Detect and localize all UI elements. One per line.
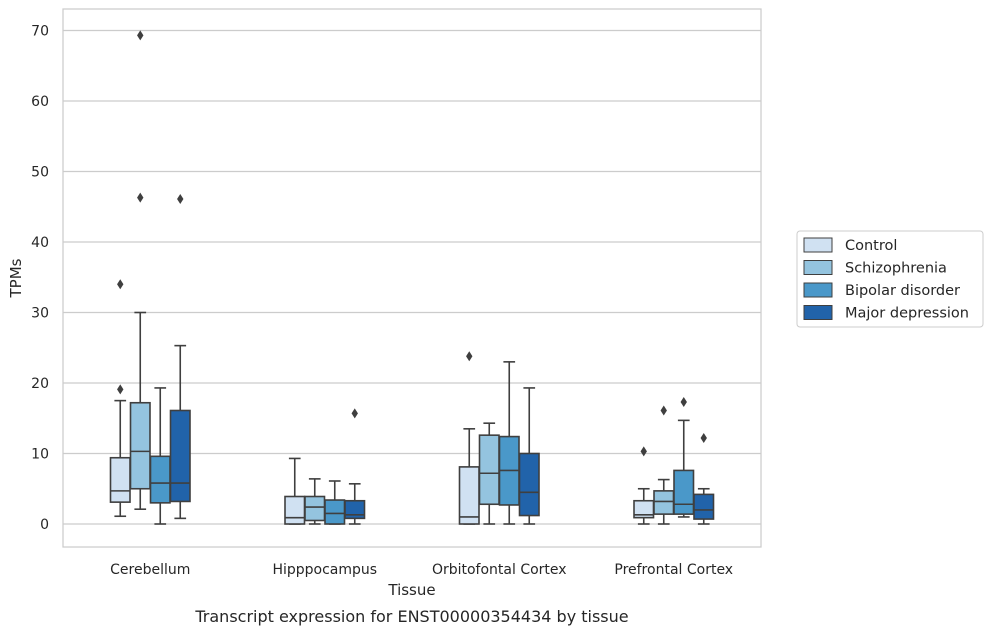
outlier-point xyxy=(117,279,124,290)
legend-label: Bipolar disorder xyxy=(845,283,960,299)
box-bipolar-disorder xyxy=(149,387,171,525)
chart-caption: Transcript expression for ENST0000035443… xyxy=(194,607,628,626)
outlier-point xyxy=(700,432,707,443)
outlier-point xyxy=(680,397,687,408)
box-iqr xyxy=(693,493,715,520)
legend-swatch xyxy=(803,305,833,320)
box-iqr xyxy=(458,466,480,525)
box-schizophrenia xyxy=(129,30,151,510)
y-tick-label: 30 xyxy=(31,306,49,322)
box-iqr xyxy=(518,452,540,517)
legend-frame xyxy=(796,230,984,328)
plot-frame xyxy=(62,8,762,548)
y-tick-label: 50 xyxy=(31,165,49,181)
y-axis-label: TPMs xyxy=(7,258,25,298)
box-major-depression xyxy=(169,193,191,520)
legend-swatch xyxy=(803,282,833,298)
box-major-depression xyxy=(693,432,715,525)
box-major-depression xyxy=(518,387,540,525)
box-bipolar-disorder xyxy=(673,397,695,518)
legend-label: Schizophrenia xyxy=(845,261,947,277)
boxes xyxy=(109,30,715,525)
box-schizophrenia xyxy=(478,422,500,525)
y-tick-label: 70 xyxy=(31,24,49,40)
legend: Control Schizophrenia Bipolar disorder Majo… xyxy=(796,230,984,328)
box-major-depression xyxy=(344,408,366,525)
box-iqr xyxy=(653,490,675,515)
legend-swatch xyxy=(803,260,833,275)
box-iqr xyxy=(149,455,171,504)
outlier-point xyxy=(466,351,473,362)
x-tick-label: Hipppocampus xyxy=(272,562,377,578)
outlier-point xyxy=(177,193,184,204)
y-axis-ticks: 0 10 20 30 40 50 60 70 xyxy=(31,24,49,534)
y-tick-label: 20 xyxy=(31,376,49,392)
y-tick-label: 10 xyxy=(31,447,49,463)
legend-label: Control xyxy=(845,238,897,254)
y-tick-label: 40 xyxy=(31,235,49,251)
box-iqr xyxy=(169,409,191,503)
box-iqr xyxy=(129,401,151,490)
box-schizophrenia xyxy=(304,478,326,525)
legend-swatch xyxy=(803,237,833,253)
legend-label: Major depression xyxy=(845,306,969,322)
x-tick-label: Prefrontal Cortex xyxy=(614,562,733,578)
box-iqr xyxy=(304,495,326,522)
outlier-point xyxy=(640,446,647,457)
outlier-point xyxy=(117,384,124,395)
box-iqr xyxy=(109,456,131,503)
x-tick-label: Cerebellum xyxy=(110,562,190,578)
x-axis-label: Tissue xyxy=(387,581,435,599)
box-iqr xyxy=(478,434,500,506)
y-tick-label: 60 xyxy=(31,94,49,110)
x-tick-label: Orbitofontal Cortex xyxy=(432,562,567,578)
outlier-point xyxy=(137,192,144,203)
box-schizophrenia xyxy=(653,405,675,525)
box-iqr xyxy=(344,499,366,520)
box-bipolar-disorder xyxy=(498,361,520,525)
box-iqr xyxy=(284,495,306,525)
outlier-point xyxy=(137,30,144,41)
y-tick-label: 0 xyxy=(40,517,49,533)
box-control xyxy=(109,279,131,518)
outlier-point xyxy=(351,408,358,419)
outlier-point xyxy=(660,405,667,416)
x-axis-ticks: Cerebellum Hipppocampus Orbitofontal Corte… xyxy=(110,562,733,578)
box-iqr xyxy=(673,469,695,515)
box-iqr xyxy=(324,499,346,525)
